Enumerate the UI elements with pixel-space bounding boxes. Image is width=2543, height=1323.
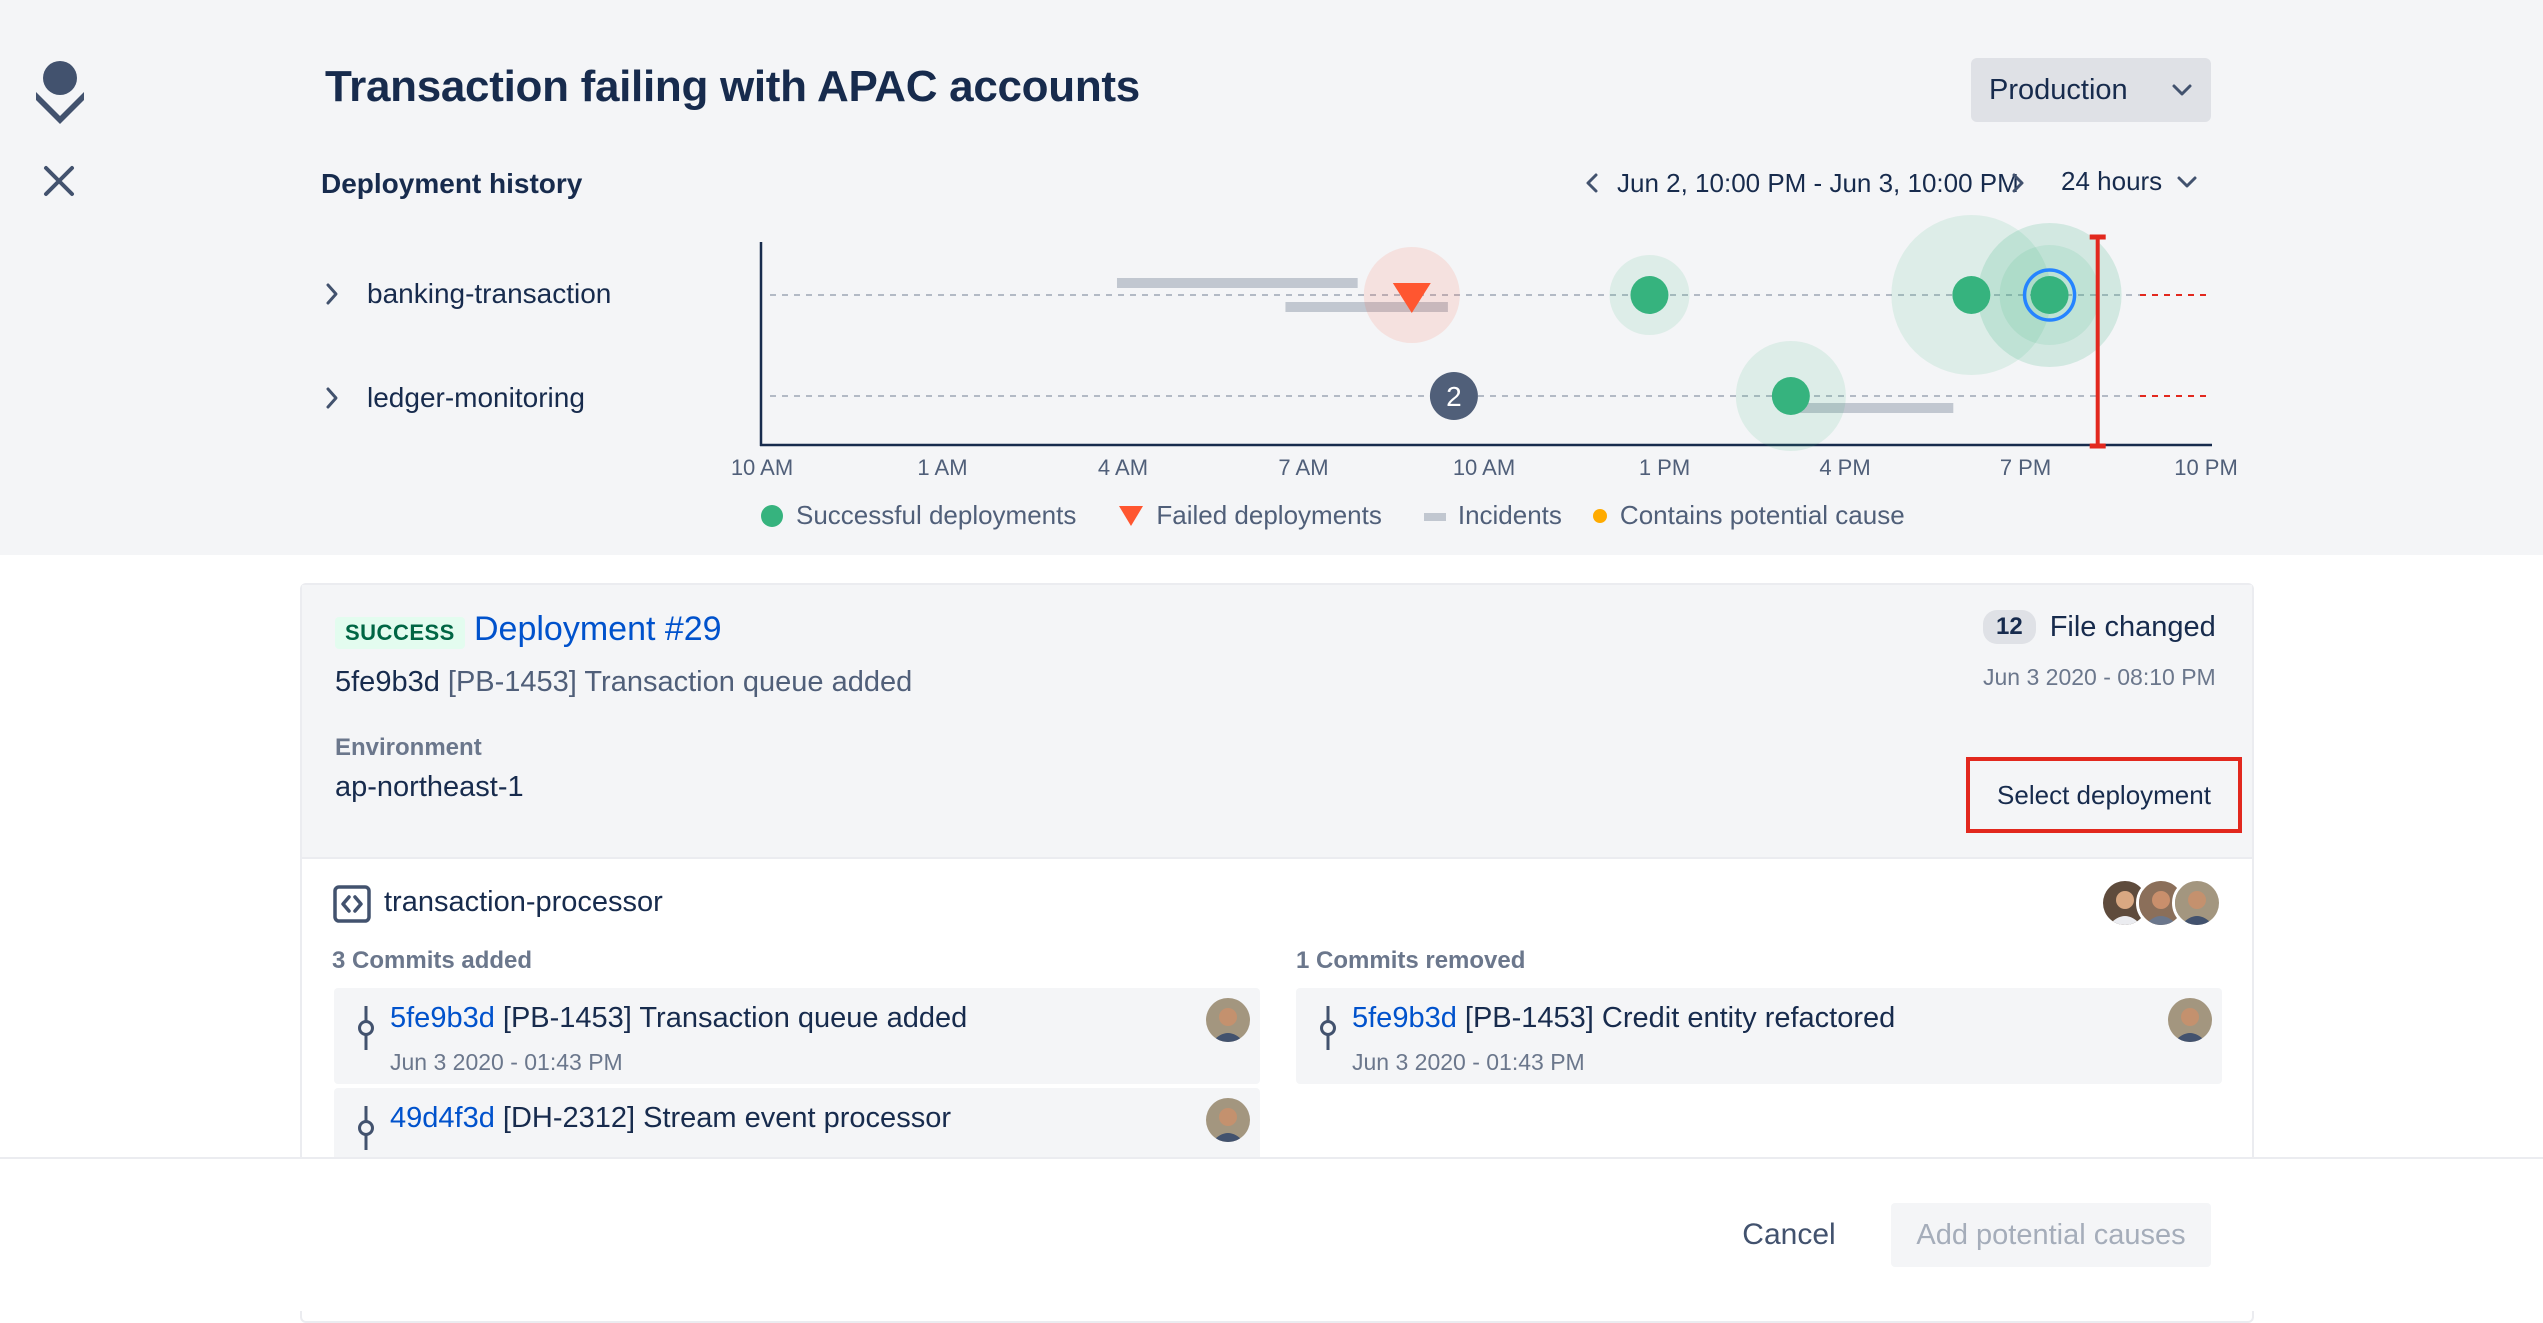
status-badge: SUCCESS [335, 617, 465, 649]
incident-bar [1285, 302, 1448, 312]
app-logo-icon [36, 61, 84, 124]
contributors-avatars [2100, 878, 2222, 928]
commit-message: [PB-1453] Transaction queue added [447, 666, 913, 698]
legend-item-cause: Contains potential cause [1592, 500, 1905, 531]
successful-deployment-dot [2030, 276, 2069, 314]
deployment-history-chart: 10 AM 1 AM 4 AM 7 AM 10 AM 1 PM 4 PM 7 PM 10 PM 2 [731, 215, 2238, 480]
commit-title: 49d4f3d [DH-2312] Stream event processor [390, 1102, 951, 1135]
files-count-badge: 12 [1983, 610, 2036, 644]
x-tick-label: 4 PM [1819, 455, 1870, 480]
legend-label: Incidents [1457, 500, 1562, 530]
cancel-button[interactable]: Cancel [1733, 1203, 1845, 1267]
chevron-down-icon [2172, 84, 2192, 96]
failed-triangle-icon [1119, 505, 1144, 526]
success-dot-icon [761, 504, 783, 527]
row-toggle-ledger-monitoring[interactable]: ledger-monitoring [323, 382, 585, 414]
date-range-label: Jun 2, 10:00 PM - Jun 3, 10:00 PM [1617, 168, 2019, 198]
cause-dot-icon [1592, 508, 1607, 523]
commits-removed-heading: 1 Commits removed [1296, 947, 1526, 974]
commit-hash-link[interactable]: 49d4f3d [390, 1102, 495, 1134]
commit-hash-link[interactable]: 5fe9b3d [390, 1002, 495, 1034]
commit-date: Jun 3 2020 - 01:43 PM [390, 1049, 623, 1075]
legend-item-failed: Failed deployments [1118, 500, 1382, 531]
environment-label: Environment [335, 734, 482, 761]
x-tick-label: 4 AM [1098, 455, 1148, 480]
commit-title: 5fe9b3d [PB-1453] Credit entity refactor… [1352, 1002, 1895, 1035]
git-commit-icon [358, 1106, 374, 1150]
deployment-card-header [302, 585, 2252, 859]
successful-deployment-dot [1771, 377, 1810, 415]
chart-legend: Successful deployments Failed deployment… [760, 500, 1905, 531]
avatar [1206, 1098, 1250, 1142]
avatar [2168, 998, 2212, 1042]
legend-label: Contains potential cause [1619, 500, 1905, 530]
time-span-select[interactable]: 24 hours [2061, 166, 2198, 197]
add-potential-causes-button[interactable]: Add potential causes [1891, 1203, 2211, 1267]
git-commit-icon [358, 1006, 374, 1050]
code-repository-icon [333, 885, 371, 923]
x-tick-label: 10 AM [731, 455, 793, 480]
successful-deployment-dot [1630, 276, 1669, 314]
time-span-label: 24 hours [2061, 166, 2163, 196]
close-icon[interactable] [38, 160, 80, 202]
x-tick-label: 7 AM [1278, 455, 1328, 480]
commit-row[interactable]: 5fe9b3d [PB-1453] Transaction queue adde… [334, 988, 1260, 1084]
chevron-left-icon[interactable] [1580, 170, 1606, 196]
x-tick-label: 10 PM [2174, 455, 2238, 480]
files-changed-label: File changed [2049, 610, 2216, 643]
incident-bar [1784, 403, 1954, 413]
deployment-history-heading: Deployment history [321, 168, 583, 199]
row-toggle-banking-transaction[interactable]: banking-transaction [323, 278, 611, 310]
select-deployment-button[interactable]: Select deployment [1966, 757, 2242, 833]
repository-name: transaction-processor [384, 886, 663, 918]
grouped-deployments-count: 2 [1446, 381, 1462, 412]
row-label: ledger-monitoring [367, 382, 585, 413]
chevron-down-icon [2177, 176, 2197, 187]
successful-deployment-dot [1952, 276, 1991, 314]
x-tick-label: 10 AM [1453, 455, 1515, 480]
incident-bar [1116, 278, 1358, 288]
grouped-deployments-badge [1429, 372, 1478, 420]
environment-value: ap-northeast-1 [335, 771, 524, 803]
chevron-right-icon [326, 283, 338, 305]
commit-hash: 5fe9b3d [335, 666, 440, 698]
row-label: banking-transaction [367, 278, 612, 309]
x-tick-label: 7 PM [2000, 455, 2051, 480]
incident-bar-icon [1423, 512, 1446, 521]
commit-hash-link[interactable]: 5fe9b3d [1352, 1002, 1457, 1034]
legend-item-success: Successful deployments [760, 500, 1076, 531]
commit-date: Jun 3 2020 - 01:43 PM [1352, 1049, 1585, 1075]
deployment-commit: 5fe9b3d [PB-1453] Transaction queue adde… [335, 666, 912, 699]
avatar [2172, 878, 2222, 928]
x-tick-label: 1 PM [1639, 455, 1690, 480]
environment-select-label: Production [1989, 73, 2128, 106]
commit-message: [DH-2312] Stream event processor [502, 1102, 951, 1134]
git-commit-icon [1320, 1006, 1336, 1050]
chevron-right-icon[interactable] [2004, 170, 2030, 196]
chevron-right-icon [326, 387, 338, 409]
commit-message: [PB-1453] Credit entity refactored [1464, 1002, 1896, 1034]
commit-title: 5fe9b3d [PB-1453] Transaction queue adde… [390, 1002, 967, 1035]
legend-label: Failed deployments [1156, 500, 1382, 530]
x-tick-label: 1 AM [917, 455, 967, 480]
commit-message: [PB-1453] Transaction queue added [502, 1002, 968, 1034]
deployment-link[interactable]: Deployment #29 [474, 610, 722, 648]
legend-label: Successful deployments [796, 500, 1077, 530]
legend-item-incidents: Incidents [1423, 500, 1562, 531]
deployment-date: Jun 3 2020 - 08:10 PM [1983, 664, 2216, 690]
failed-deployment-triangle [1392, 283, 1431, 313]
commit-row[interactable]: 5fe9b3d [PB-1453] Credit entity refactor… [1296, 988, 2222, 1084]
files-changed: 12 File changed [1983, 610, 2216, 644]
commits-added-heading: 3 Commits added [332, 947, 533, 974]
avatar [1206, 998, 1250, 1042]
environment-select[interactable]: Production [1971, 58, 2211, 122]
page-title: Transaction failing with APAC accounts [325, 62, 1140, 111]
selected-deployment-ring [2022, 268, 2077, 322]
